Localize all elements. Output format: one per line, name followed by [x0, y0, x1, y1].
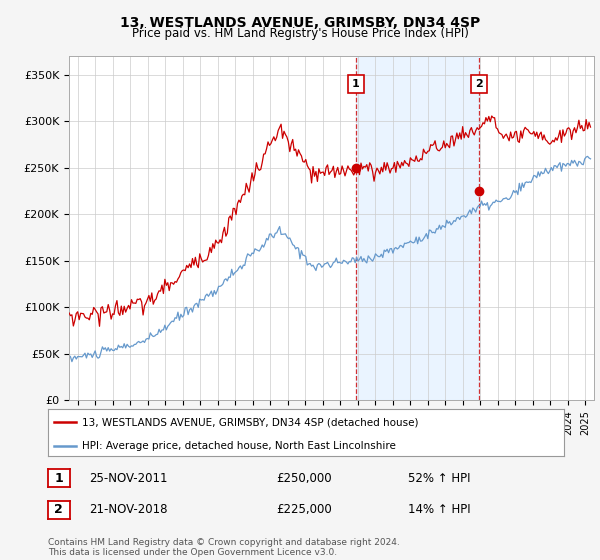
Text: 13, WESTLANDS AVENUE, GRIMSBY, DN34 4SP: 13, WESTLANDS AVENUE, GRIMSBY, DN34 4SP — [120, 16, 480, 30]
Text: Price paid vs. HM Land Registry's House Price Index (HPI): Price paid vs. HM Land Registry's House … — [131, 27, 469, 40]
Text: 21-NOV-2018: 21-NOV-2018 — [89, 503, 167, 516]
Text: 14% ↑ HPI: 14% ↑ HPI — [408, 503, 470, 516]
Text: Contains HM Land Registry data © Crown copyright and database right 2024.
This d: Contains HM Land Registry data © Crown c… — [48, 538, 400, 557]
Bar — [356, 56, 479, 400]
Text: £225,000: £225,000 — [276, 503, 332, 516]
Text: 1: 1 — [55, 472, 63, 485]
Text: HPI: Average price, detached house, North East Lincolnshire: HPI: Average price, detached house, Nort… — [82, 441, 395, 451]
Text: 52% ↑ HPI: 52% ↑ HPI — [408, 472, 470, 485]
Text: 2: 2 — [475, 79, 483, 89]
Text: 2: 2 — [55, 503, 63, 516]
Text: 25-NOV-2011: 25-NOV-2011 — [89, 472, 167, 485]
Text: 13, WESTLANDS AVENUE, GRIMSBY, DN34 4SP (detached house): 13, WESTLANDS AVENUE, GRIMSBY, DN34 4SP … — [82, 417, 418, 427]
Text: 1: 1 — [352, 79, 360, 89]
Text: £250,000: £250,000 — [276, 472, 332, 485]
